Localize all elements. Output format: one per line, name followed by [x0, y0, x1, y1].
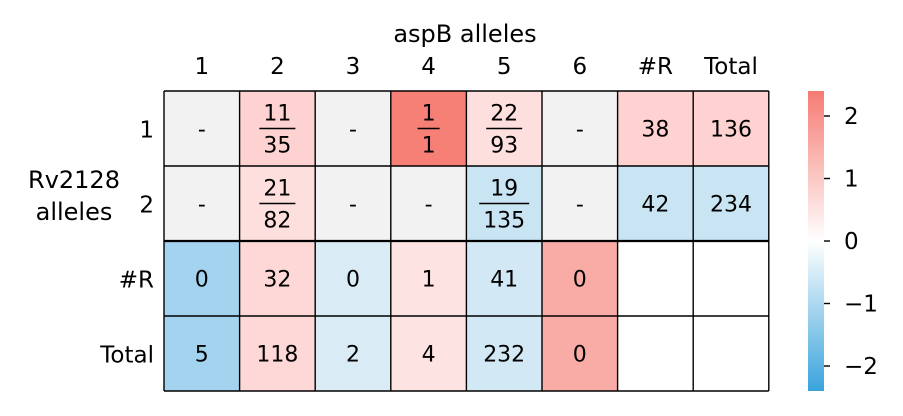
heatmap-cell: [315, 241, 391, 316]
heatmap-cell: [164, 316, 240, 391]
cell-value: 32: [263, 268, 291, 293]
cell-numerator: 19: [490, 177, 518, 202]
colorbar-tick-label: 0: [844, 229, 859, 255]
cell-value: 118: [256, 343, 298, 368]
cell-denominator: 1: [422, 134, 436, 159]
heatmap-cell: [164, 241, 240, 316]
cell-value: -: [198, 118, 206, 143]
cell-value: 0: [573, 268, 587, 293]
heatmap-cell: [390, 166, 467, 241]
colorbar-tick-label: 2: [844, 104, 859, 130]
colorbar-tick-label: −2: [844, 354, 878, 380]
heatmap-cell: [542, 91, 618, 166]
row-label: 1: [139, 118, 154, 144]
cell-numerator: 11: [263, 102, 291, 127]
column-label: #R: [638, 54, 673, 80]
column-label: Total: [703, 54, 758, 80]
cell-value: -: [425, 193, 433, 218]
y-axis-title: Rv2128 alleles: [28, 166, 120, 226]
cell-value: 1: [422, 268, 436, 293]
cell-value: 136: [710, 118, 752, 143]
heatmap-cell: [542, 316, 618, 391]
heatmap-cell: [617, 166, 694, 241]
column-labels: 1 2 3 4 5 6 #R Total: [194, 54, 757, 80]
column-label: 2: [270, 54, 285, 80]
heatmap-cell: [164, 91, 240, 166]
heatmap-cell: [315, 91, 391, 166]
heatmap-cell: [542, 166, 618, 241]
heatmap-cell: [239, 316, 316, 391]
colorbar-gradient: [808, 91, 824, 391]
colorbar: 2 1 0 −1 −2: [808, 91, 878, 391]
heatmap-cell: [315, 316, 391, 391]
cell-numerator: 21: [263, 177, 291, 202]
column-label: 6: [572, 54, 587, 80]
cell-value: -: [198, 193, 206, 218]
y-axis-title-line: alleles: [36, 198, 113, 226]
heatmap-cell: [466, 241, 542, 316]
cell-value: 234: [710, 193, 752, 218]
cell-value: 0: [573, 343, 587, 368]
heatmap-cell: [466, 316, 542, 391]
colorbar-tick-label: −1: [844, 292, 878, 318]
heatmap-cell: [315, 166, 391, 241]
x-axis-title: aspB alleles: [393, 20, 536, 48]
heatmap-cell: [693, 91, 769, 166]
cell-denominator: 35: [263, 134, 291, 159]
cell-numerator: 22: [490, 102, 518, 127]
cell-value: 38: [641, 118, 669, 143]
cell-value: 2: [346, 343, 360, 368]
cell-value: 5: [195, 343, 209, 368]
cell-value: -: [576, 118, 584, 143]
column-label: 1: [194, 54, 209, 80]
y-axis-title-line: Rv2128: [28, 166, 120, 194]
heatmap-grid: [163, 90, 770, 392]
heatmap-cell: [617, 316, 694, 391]
cell-denominator: 82: [263, 209, 291, 234]
row-label: Total: [99, 343, 154, 369]
colorbar-tick-label: 1: [844, 167, 859, 193]
cell-value: -: [349, 118, 357, 143]
row-labels: 1 2 #R Total: [99, 118, 154, 369]
heatmap-cell: [693, 166, 769, 241]
heatmap-cell: [239, 241, 316, 316]
cell-numerator: 1: [422, 102, 436, 127]
column-label: 3: [346, 54, 361, 80]
cell-value: 4: [422, 343, 436, 368]
heatmap-cell: [693, 241, 769, 316]
cell-value: 41: [490, 268, 518, 293]
cell-value: 0: [346, 268, 360, 293]
heatmap-cell: [164, 166, 240, 241]
heatmap-cell: [617, 91, 694, 166]
column-label: 4: [421, 54, 436, 80]
cell-value: 232: [483, 343, 525, 368]
row-label: #R: [119, 268, 154, 294]
heatmap-cell: [617, 241, 694, 316]
row-label: 2: [139, 193, 154, 219]
cell-value: 42: [641, 193, 669, 218]
column-label: 5: [497, 54, 512, 80]
cell-value: 0: [195, 268, 209, 293]
cell-denominator: 135: [483, 209, 525, 234]
heatmap-cell: [390, 316, 467, 391]
cell-denominator: 93: [490, 134, 518, 159]
heatmap-cell: [693, 316, 769, 391]
cell-value: -: [349, 193, 357, 218]
heatmap-cell: [542, 241, 618, 316]
cell-value: -: [576, 193, 584, 218]
heatmap-cell: [390, 241, 467, 316]
